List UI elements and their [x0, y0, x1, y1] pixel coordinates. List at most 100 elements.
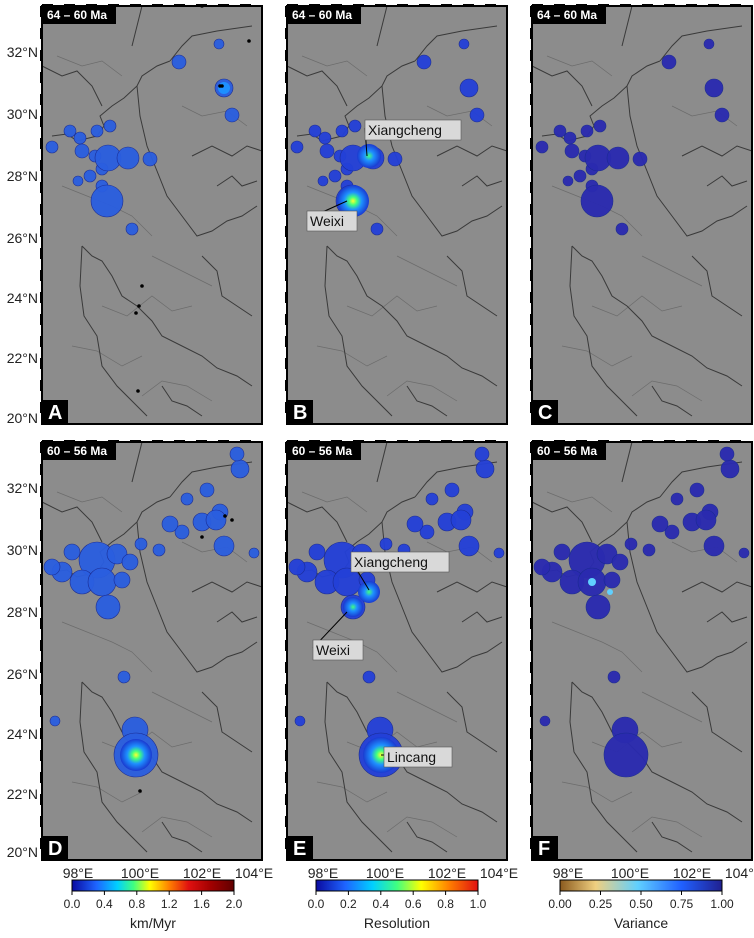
panel-letter-bg — [532, 836, 558, 860]
border-tick — [530, 596, 533, 607]
grid-cell-blob — [611, 553, 629, 571]
border-tick — [530, 314, 533, 325]
grid-cell-blob — [474, 446, 490, 462]
border-tick — [530, 728, 533, 739]
province-boundary — [651, 385, 693, 417]
province-boundary — [406, 385, 448, 417]
grid-cell-blob — [43, 558, 61, 576]
border-tick — [331, 4, 342, 7]
province-boundary — [659, 461, 743, 498]
border-tick — [285, 314, 288, 325]
grid-cell-blob — [444, 482, 460, 498]
grid-cell-blob — [553, 543, 571, 561]
border-tick — [530, 116, 533, 127]
border-tick — [285, 380, 288, 391]
grid-cell-blob — [288, 558, 306, 576]
border-tick — [530, 336, 533, 347]
grid-cell-blob — [539, 715, 551, 727]
grid-cell-blob — [113, 571, 131, 589]
border-tick — [530, 226, 533, 237]
province-boundary — [161, 821, 203, 853]
grid-cell-blob — [651, 515, 669, 533]
border-tick — [530, 750, 533, 761]
border-tick — [530, 204, 533, 215]
border-tick — [40, 772, 43, 783]
border-tick — [285, 728, 288, 739]
fault-line — [561, 345, 633, 367]
data-point — [200, 535, 204, 539]
border-tick — [530, 358, 533, 369]
border-tick — [485, 4, 496, 7]
map-panel-f: 60 – 56 Ma F — [530, 440, 753, 861]
grid-cell-blob — [458, 535, 480, 557]
grid-cell-blob — [689, 482, 705, 498]
fault-line — [546, 491, 613, 513]
province-boundary — [131, 5, 143, 47]
grid-cell-blob — [703, 535, 725, 557]
variance-spot — [607, 589, 613, 595]
border-tick — [530, 772, 533, 783]
province-boundary — [79, 245, 148, 417]
border-tick — [152, 440, 163, 443]
panel-letter-bg — [532, 400, 558, 424]
lon-label: 102°E — [428, 865, 466, 881]
grid-cell-blob — [74, 143, 90, 159]
age-label: 60 – 56 Ma — [47, 444, 107, 458]
border-tick — [285, 574, 288, 585]
panel-letter: D — [48, 838, 62, 860]
border-tick — [40, 464, 43, 475]
border-tick — [42, 4, 53, 7]
grid-cell-blob — [294, 715, 306, 727]
border-tick — [530, 618, 533, 629]
grid-cell-blob — [335, 124, 349, 138]
province-boundary — [216, 611, 258, 623]
map-panel-b: 64 – 60 Ma B Xiangcheng Weixi — [285, 4, 508, 425]
border-tick — [419, 440, 430, 443]
grid-cell-blob — [248, 547, 260, 559]
colorbar-tick-label: 0.25 — [589, 897, 613, 911]
border-tick — [397, 4, 408, 7]
border-tick — [152, 4, 163, 7]
border-tick — [40, 552, 43, 563]
lat-label: 30°N — [7, 106, 38, 122]
map-panel-d: 60 – 56 Ma D — [40, 440, 263, 861]
colorbar-tick-label: 1.2 — [161, 897, 178, 911]
lat-label: 24°N — [7, 726, 38, 742]
fault-line — [71, 781, 143, 803]
lat-label: 20°N — [7, 844, 38, 860]
border-tick — [40, 314, 43, 325]
grid-cell-blob — [419, 524, 435, 540]
province-boundary — [436, 145, 508, 157]
border-tick — [287, 4, 298, 7]
province-boundary — [201, 691, 253, 753]
grid-cell-blob — [134, 537, 148, 551]
border-tick — [40, 160, 43, 171]
border-tick — [441, 440, 452, 443]
age-label: 60 – 56 Ma — [537, 444, 597, 458]
lon-label: 100°E — [611, 865, 649, 881]
grid-cell-blob — [661, 54, 677, 70]
border-tick — [375, 4, 386, 7]
border-tick — [331, 440, 342, 443]
map-panel-c: 64 – 60 Ma C — [530, 4, 753, 425]
border-tick — [554, 440, 565, 443]
border-tick — [285, 442, 288, 453]
grid-cell-blob — [624, 537, 638, 551]
colorbar-gradient — [315, 879, 479, 892]
grid-cell-blob — [205, 509, 227, 531]
province-boundary — [621, 5, 633, 47]
grid-cell-blob — [318, 131, 332, 145]
map-background — [42, 6, 262, 424]
border-tick — [285, 816, 288, 827]
place-label-bg — [383, 746, 453, 768]
province-boundary — [286, 501, 348, 543]
border-tick — [285, 6, 288, 17]
colorbar-tick-label: 0.4 — [96, 897, 113, 911]
fault-line — [386, 380, 458, 402]
grid-cell-blob — [632, 151, 648, 167]
border-tick — [530, 640, 533, 651]
fault-line — [151, 255, 213, 287]
border-tick — [40, 182, 43, 193]
lat-label: 20°N — [7, 410, 38, 426]
